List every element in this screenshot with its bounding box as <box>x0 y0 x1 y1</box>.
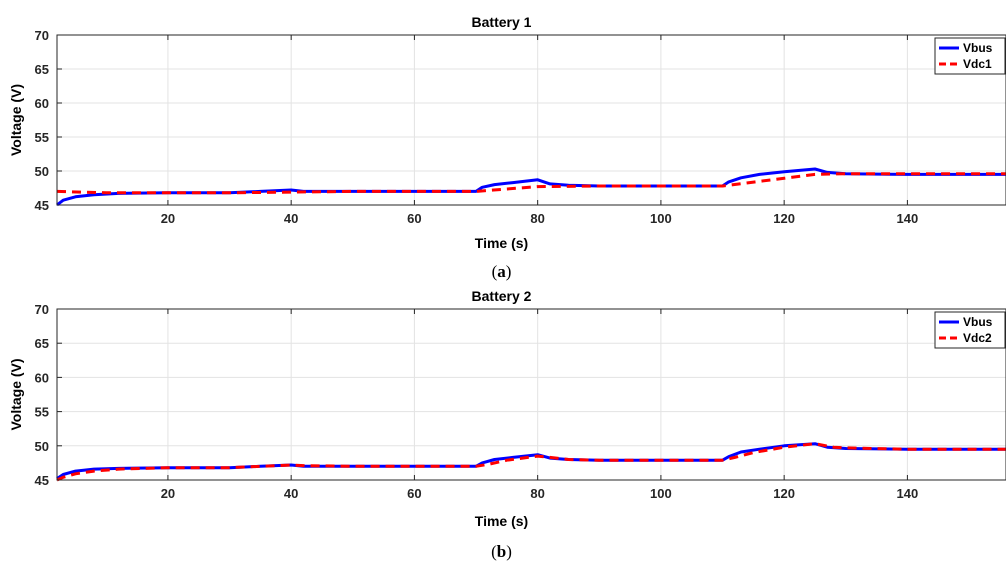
x-axis-label: Time (s) <box>475 513 528 529</box>
x-tick-label: 60 <box>407 211 421 226</box>
axes-frame <box>56 308 1006 481</box>
x-tick-label: 40 <box>284 486 298 501</box>
x-tick-label: 80 <box>530 486 544 501</box>
subfigure-letter: a <box>497 262 506 281</box>
y-tick-label: 50 <box>35 164 49 179</box>
y-tick-label: 70 <box>35 28 49 43</box>
subfigure-letter: b <box>497 542 506 561</box>
x-tick-label: 20 <box>161 211 175 226</box>
legend-label-vbus: Vbus <box>963 41 993 55</box>
x-tick-label: 120 <box>773 211 795 226</box>
y-axis-label: Voltage (V) <box>8 358 24 430</box>
plot-area <box>57 35 1006 205</box>
x-tick-label: 140 <box>897 211 919 226</box>
subfigure-caption: (b) <box>491 542 512 561</box>
x-tick-label: 140 <box>897 486 919 501</box>
chart-title: Battery 1 <box>472 14 532 30</box>
legend-label-vbus: Vbus <box>963 315 993 329</box>
legend: Vbus Vdc2 <box>934 311 1006 349</box>
legend-label-vdc2: Vdc2 <box>963 331 992 345</box>
y-tick-label: 60 <box>35 96 49 111</box>
y-tick-label: 50 <box>35 439 49 454</box>
y-tick-label: 65 <box>35 62 49 77</box>
y-tick-label: 70 <box>35 302 49 317</box>
y-tick-label: 55 <box>35 405 49 420</box>
chart-title: Battery 2 <box>472 288 532 304</box>
legend-box <box>934 311 1006 349</box>
y-tick-label: 55 <box>35 130 49 145</box>
x-tick-label: 100 <box>650 211 672 226</box>
x-tick-label: 60 <box>407 486 421 501</box>
x-tick-label: 100 <box>650 486 672 501</box>
x-axis-label: Time (s) <box>475 235 528 251</box>
y-tick-label: 45 <box>35 473 49 488</box>
chart-1: 20 40 60 80 100 120 140 45 50 55 60 65 70 Battery 1 Ti… <box>8 14 1006 281</box>
y-tick-label: 60 <box>35 370 49 385</box>
x-tick-label: 120 <box>773 486 795 501</box>
x-tick-label: 80 <box>530 211 544 226</box>
legend-box <box>934 37 1006 75</box>
plot-area <box>57 309 1006 480</box>
chart-2: 20 40 60 80 100 120 140 45 50 55 60 65 70 Battery 2 Ti… <box>8 288 1006 561</box>
subfigure-caption: (a) <box>492 262 512 281</box>
legend-label-vdc1: Vdc1 <box>963 57 992 71</box>
legend: Vbus Vdc1 <box>934 37 1006 75</box>
x-tick-label: 40 <box>284 211 298 226</box>
series-line-vdc2 <box>56 442 1006 482</box>
y-axis-label: Voltage (V) <box>8 84 24 156</box>
x-tick-label: 20 <box>161 486 175 501</box>
axes-frame <box>56 34 1006 206</box>
y-tick-label: 65 <box>35 336 49 351</box>
series-line-vdc1 <box>56 172 1006 195</box>
y-tick-label: 45 <box>35 198 49 213</box>
